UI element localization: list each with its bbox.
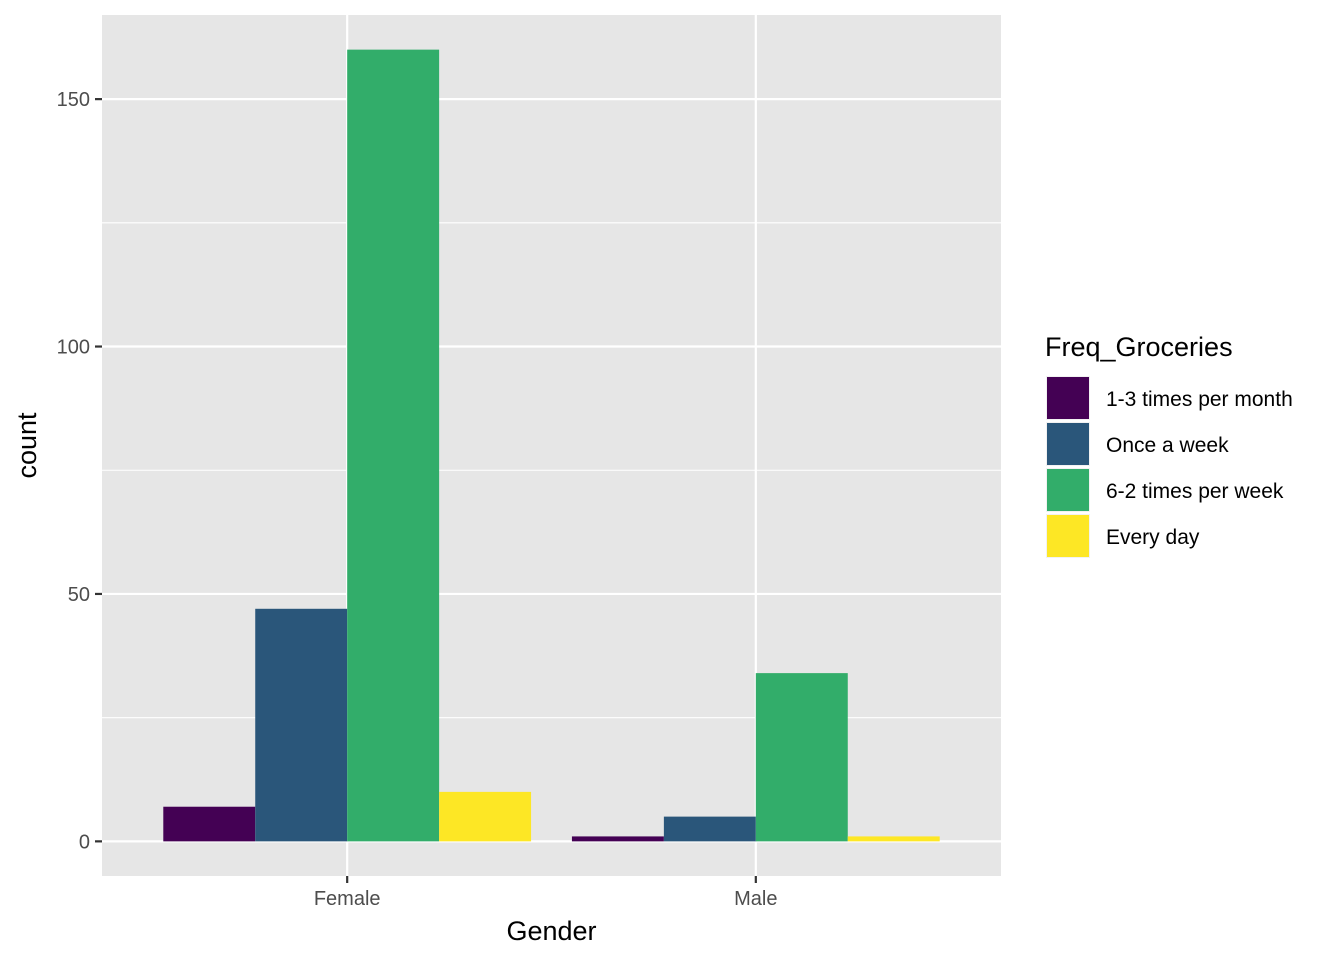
- legend-label: Once a week: [1106, 434, 1229, 457]
- y-tick-label: 150: [57, 89, 90, 111]
- legend-swatch: [1047, 377, 1089, 419]
- x-tick-label: Male: [734, 888, 777, 910]
- legend-swatch: [1047, 515, 1089, 557]
- bar-male-3: [847, 836, 940, 842]
- bar-male-0: [571, 836, 664, 842]
- y-axis: 0 50 100 150: [57, 89, 102, 853]
- legend-swatch: [1047, 423, 1089, 465]
- x-axis-title: Gender: [506, 916, 596, 946]
- x-axis: Female Male: [314, 876, 777, 910]
- bar-female-0: [163, 806, 256, 842]
- legend-label: 1-3 times per month: [1106, 388, 1293, 411]
- bar-female-1: [255, 608, 348, 842]
- x-tick-label: Female: [314, 888, 381, 910]
- legend-title: Freq_Groceries: [1045, 332, 1233, 362]
- bars: [163, 49, 940, 842]
- bar-male-1: [663, 816, 756, 842]
- y-tick-label: 50: [68, 584, 90, 606]
- bar-male-2: [755, 673, 848, 842]
- plot-panel: [102, 15, 1001, 876]
- bar-female-2: [347, 49, 440, 842]
- legend: Freq_Groceries 1-3 times per month Once a…: [1045, 332, 1293, 558]
- y-axis-title: count: [12, 412, 42, 479]
- y-tick-label: 100: [57, 337, 90, 359]
- y-tick-label: 0: [79, 831, 90, 853]
- legend-label: 6-2 times per week: [1106, 480, 1284, 503]
- legend-label: Every day: [1106, 526, 1200, 549]
- legend-swatch: [1047, 469, 1089, 511]
- bar-female-3: [439, 791, 532, 842]
